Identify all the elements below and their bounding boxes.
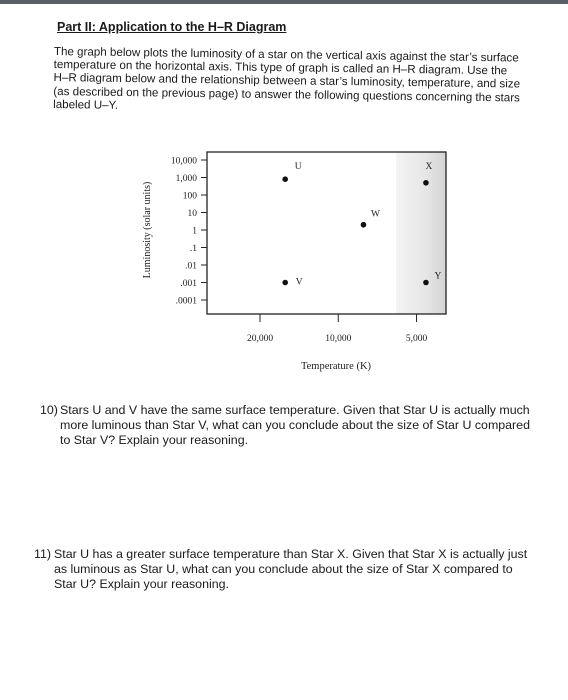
hr-diagram: 10,000 1,000 100 10 1 .1 .01 .001 .0001 20,000 10… — [142, 151, 447, 372]
star-point-v — [282, 279, 288, 286]
x-tick-label: 10,000 — [325, 334, 351, 344]
y-tick-label: .1 — [190, 244, 197, 254]
star-label-v: V — [296, 278, 303, 288]
y-tick-label: .001 — [180, 279, 197, 289]
question-11: 11) Star U has a greater surface tempera… — [34, 547, 544, 592]
plot-shading — [396, 152, 446, 314]
top-border — [0, 0, 568, 4]
x-tick-label: 5,000 — [406, 334, 428, 344]
question-line: Star U has a greater surface temperature… — [54, 547, 528, 561]
question-number: 11) — [34, 547, 51, 561]
star-label-x: X — [426, 162, 433, 172]
question-line: Star U? Explain your reasoning. — [54, 577, 229, 591]
question-number: 10) — [40, 403, 58, 417]
question-line: to Star V? Explain your reasoning. — [60, 433, 249, 447]
star-point-y — [423, 279, 429, 286]
question-10: 10) Stars U and V have the same surface … — [40, 403, 550, 448]
star-label-y: Y — [435, 272, 442, 282]
y-axis-label: Luminosity (solar units) — [142, 182, 153, 279]
star-label-u: U — [295, 162, 302, 172]
x-tick-label: 20,000 — [247, 334, 273, 344]
plot-frame — [206, 151, 447, 315]
question-line: Stars U and V have the same surface temp… — [60, 403, 530, 417]
y-tick-label: 1 — [192, 227, 197, 237]
star-label-w: W — [371, 210, 380, 220]
star-point-w — [360, 221, 367, 228]
y-tick-label: 10 — [188, 209, 198, 219]
y-tick-label: .0001 — [176, 297, 198, 307]
x-axis-label: Temperature (K) — [301, 361, 372, 372]
question-line: as luminous as Star U, what can you conc… — [54, 562, 513, 576]
star-point-u — [282, 176, 288, 182]
section-title: Part II: Application to the H–R Diagram — [57, 20, 287, 34]
y-tick-label: 10,000 — [171, 157, 197, 167]
y-tick-label: 1,000 — [176, 174, 198, 184]
question-line: more luminous than Star V, what can you … — [60, 418, 530, 432]
y-tick-label: .01 — [185, 262, 197, 272]
y-tick-label: 100 — [183, 192, 198, 202]
star-point-x — [423, 179, 429, 186]
